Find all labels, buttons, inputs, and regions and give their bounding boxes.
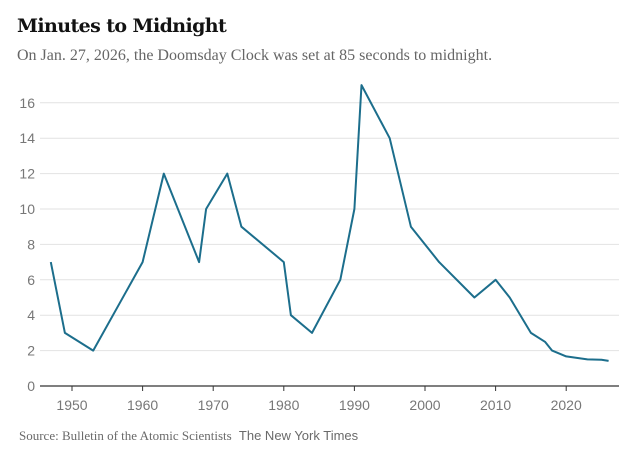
x-tick-label: 1990 [339,397,370,413]
y-tick-label: 2 [27,343,35,359]
chart-title: Minutes to Midnight [17,15,227,37]
source-text: Source: Bulletin of the Atomic Scientist… [19,428,232,443]
credit-text: The New York Times [238,428,359,443]
x-axis: 1950 1960 1970 1980 1990 2000 2010 2020 [40,385,619,413]
y-tick-label: 6 [27,272,35,288]
y-tick-label: 16 [19,95,35,111]
y-tick-label: 8 [27,236,35,252]
y-tick-label: 0 [27,378,35,394]
y-tick-label: 12 [19,166,35,182]
y-tick-label: 14 [19,130,35,146]
series-lines [49,84,609,362]
source-footer: Source: Bulletin of the Atomic Scientist… [19,428,358,444]
x-tick-label: 1950 [56,397,87,413]
x-tick-label: 2000 [409,397,440,413]
x-tick-label: 1960 [127,397,158,413]
gridlines [40,102,619,352]
y-tick-label: 4 [27,307,35,323]
x-tick-label: 1980 [268,397,299,413]
series-line [49,84,609,362]
y-axis-ticks: 0 2 4 6 8 10 12 14 16 [19,95,35,394]
y-tick-label: 10 [19,201,35,217]
x-tick-label: 1970 [198,397,229,413]
chart-subtitle: On Jan. 27, 2026, the Doomsday Clock was… [17,47,493,64]
x-tick-label: 2020 [551,397,582,413]
x-tick-label: 2010 [480,397,511,413]
